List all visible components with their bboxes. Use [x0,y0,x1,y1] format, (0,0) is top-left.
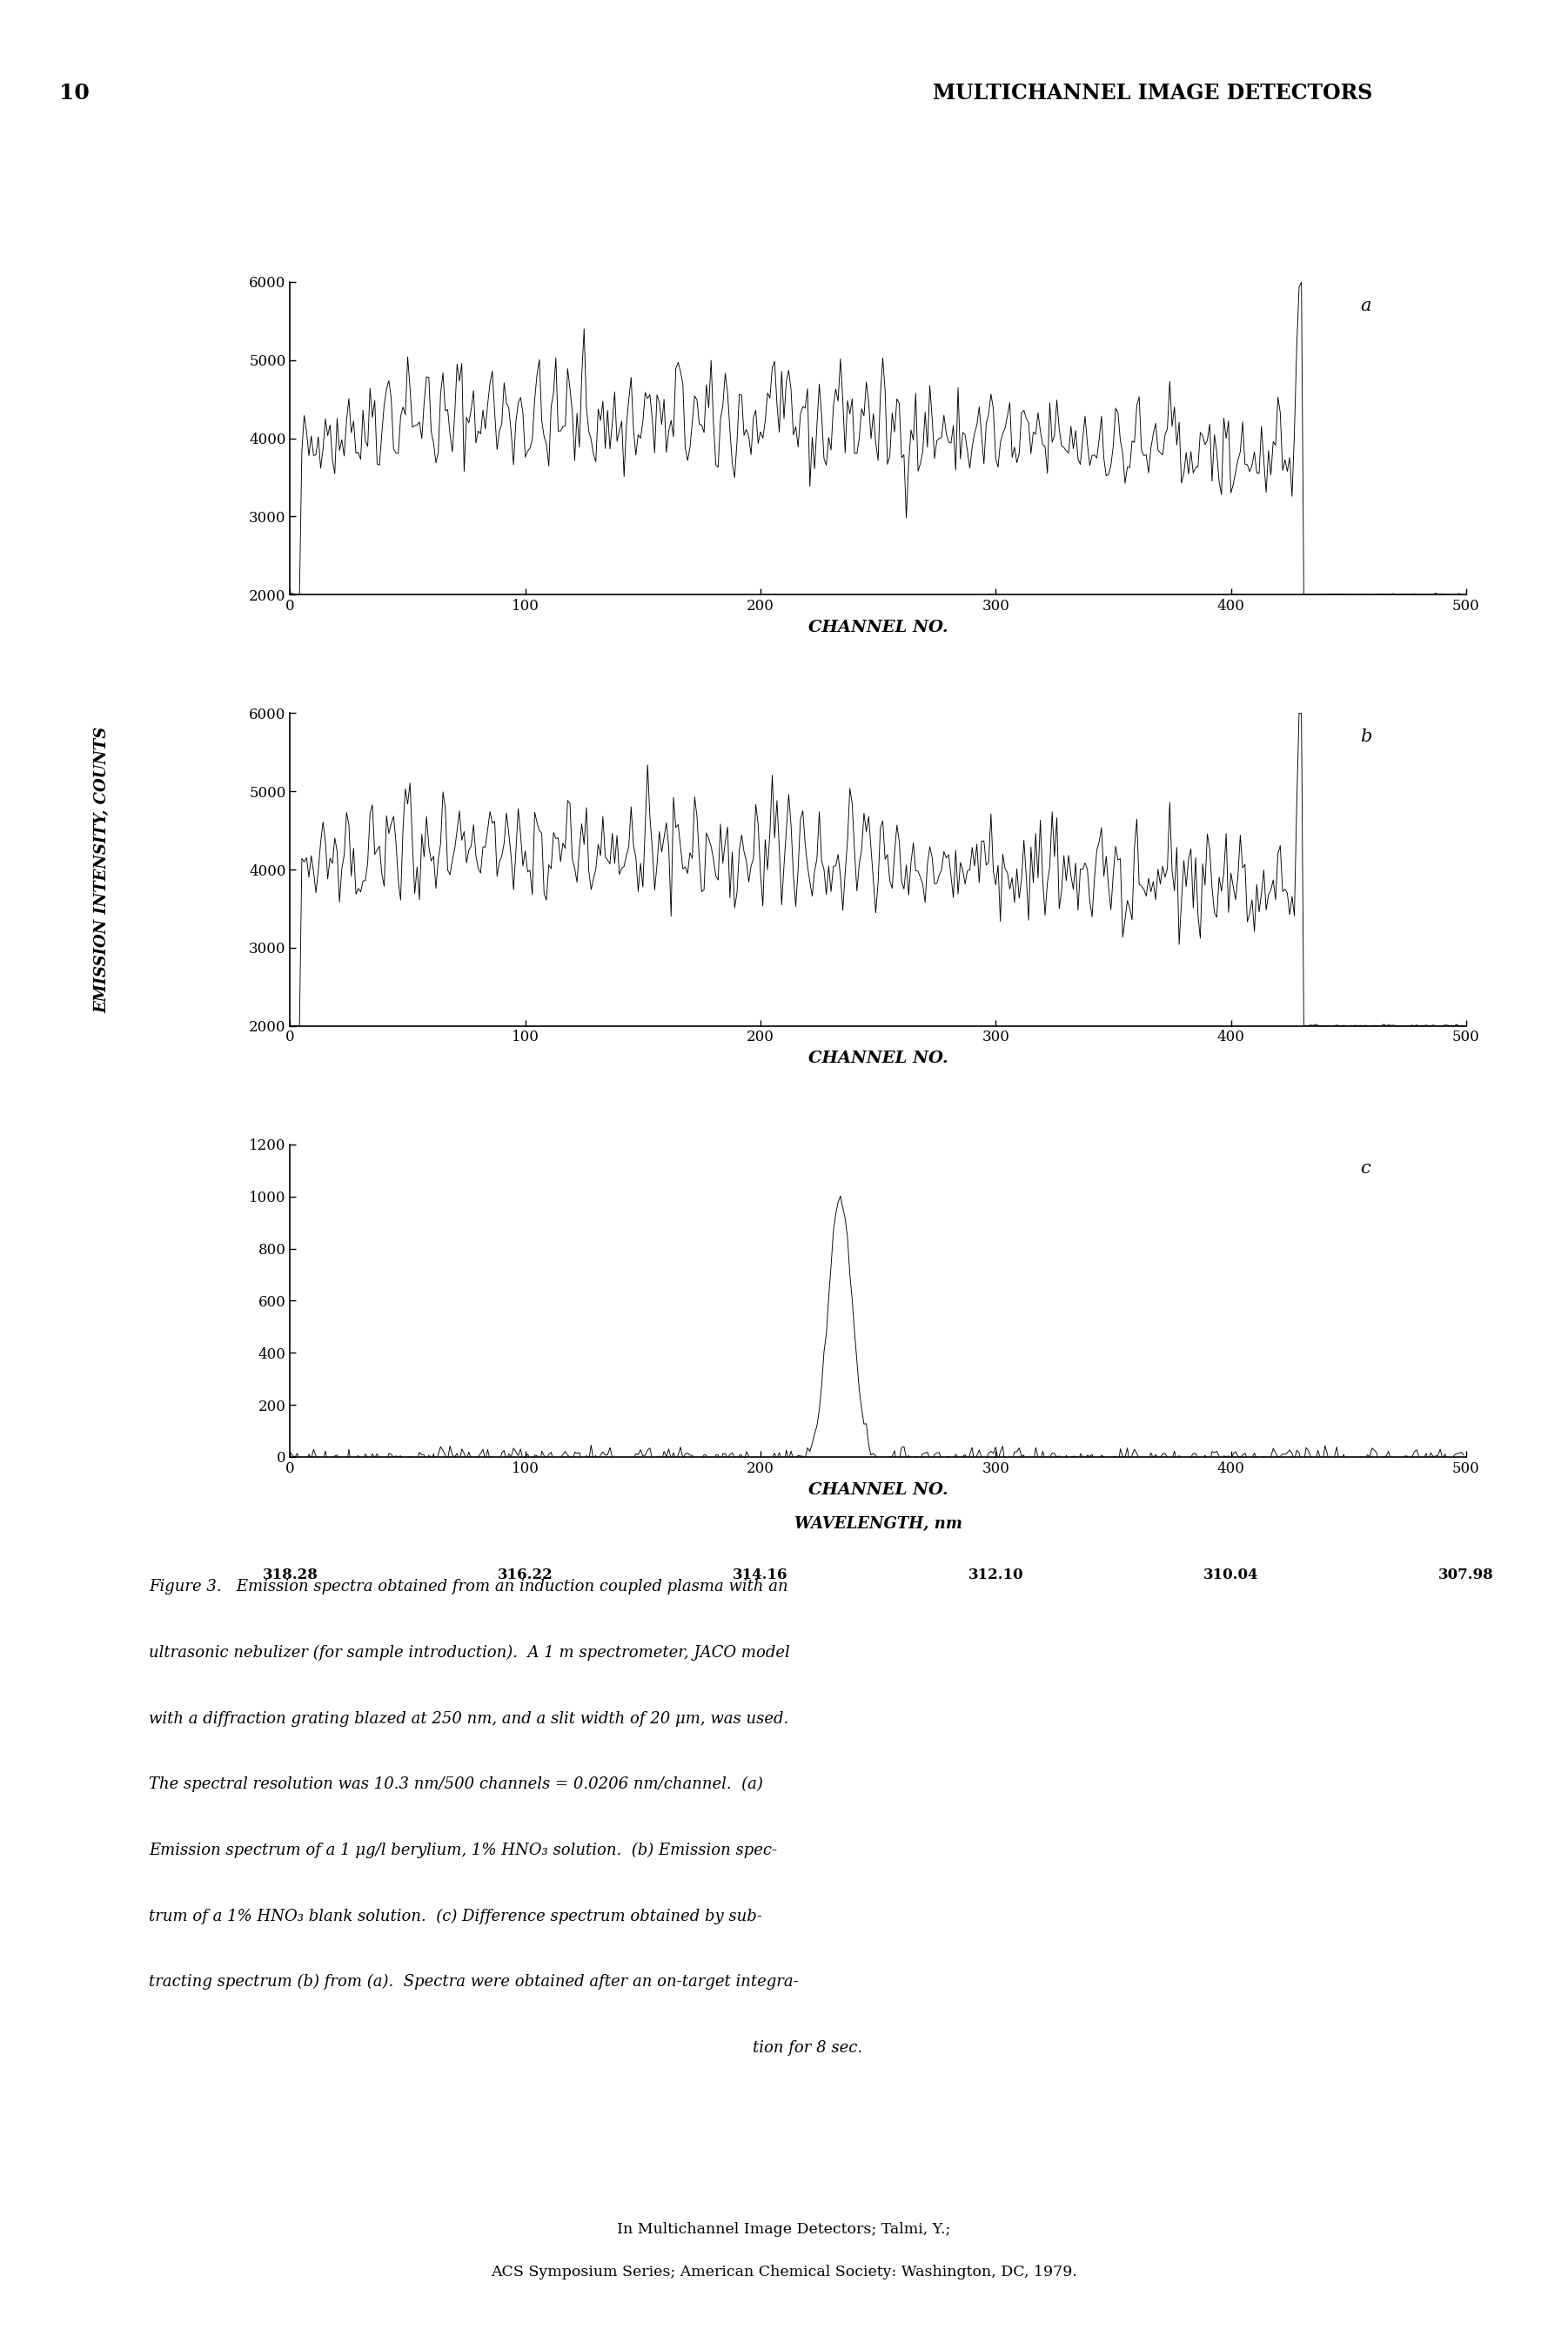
Text: 310.04: 310.04 [1203,1567,1259,1582]
Text: a: a [1361,298,1370,315]
Text: with a diffraction grating blazed at 250 nm, and a slit width of 20 μm, was used: with a diffraction grating blazed at 250… [149,1711,789,1727]
Text: tracting spectrum (b) from (a).  Spectra were obtained after an on-target integr: tracting spectrum (b) from (a). Spectra … [149,1974,798,1990]
Text: 314.16: 314.16 [732,1567,789,1582]
Text: c: c [1361,1161,1370,1177]
Text: 318.28: 318.28 [262,1567,318,1582]
Text: Figure 3.   Emission spectra obtained from an induction coupled plasma with an: Figure 3. Emission spectra obtained from… [149,1579,789,1596]
X-axis label: CHANNEL NO.: CHANNEL NO. [808,1050,949,1067]
Text: 10: 10 [60,82,89,103]
Text: tion for 8 sec.: tion for 8 sec. [753,2040,862,2056]
Text: ACS Symposium Series; American Chemical Society: Washington, DC, 1979.: ACS Symposium Series; American Chemical … [491,2265,1077,2279]
Text: trum of a 1% HNO₃ blank solution.  (c) Difference spectrum obtained by sub-: trum of a 1% HNO₃ blank solution. (c) Di… [149,1908,762,1925]
Text: 312.10: 312.10 [967,1567,1024,1582]
Text: b: b [1361,728,1372,745]
Text: ultrasonic nebulizer (for sample introduction).  A 1 m spectrometer, JACO model: ultrasonic nebulizer (for sample introdu… [149,1645,790,1661]
Text: EMISSION INTENSITY, COUNTS: EMISSION INTENSITY, COUNTS [94,726,110,1013]
X-axis label: CHANNEL NO.: CHANNEL NO. [808,620,949,635]
Text: WAVELENGTH, nm: WAVELENGTH, nm [793,1516,963,1532]
Text: Emission spectrum of a 1 μg/l berylium, 1% HNO₃ solution.  (b) Emission spec-: Emission spectrum of a 1 μg/l berylium, … [149,1842,778,1859]
X-axis label: CHANNEL NO.: CHANNEL NO. [808,1483,949,1497]
Text: In Multichannel Image Detectors; Talmi, Y.;: In Multichannel Image Detectors; Talmi, … [618,2223,950,2237]
Text: MULTICHANNEL IMAGE DETECTORS: MULTICHANNEL IMAGE DETECTORS [933,82,1372,103]
Text: 307.98: 307.98 [1438,1567,1494,1582]
Text: The spectral resolution was 10.3 nm/500 channels = 0.0206 nm/channel.  (a): The spectral resolution was 10.3 nm/500 … [149,1777,764,1793]
Text: 316.22: 316.22 [497,1567,554,1582]
